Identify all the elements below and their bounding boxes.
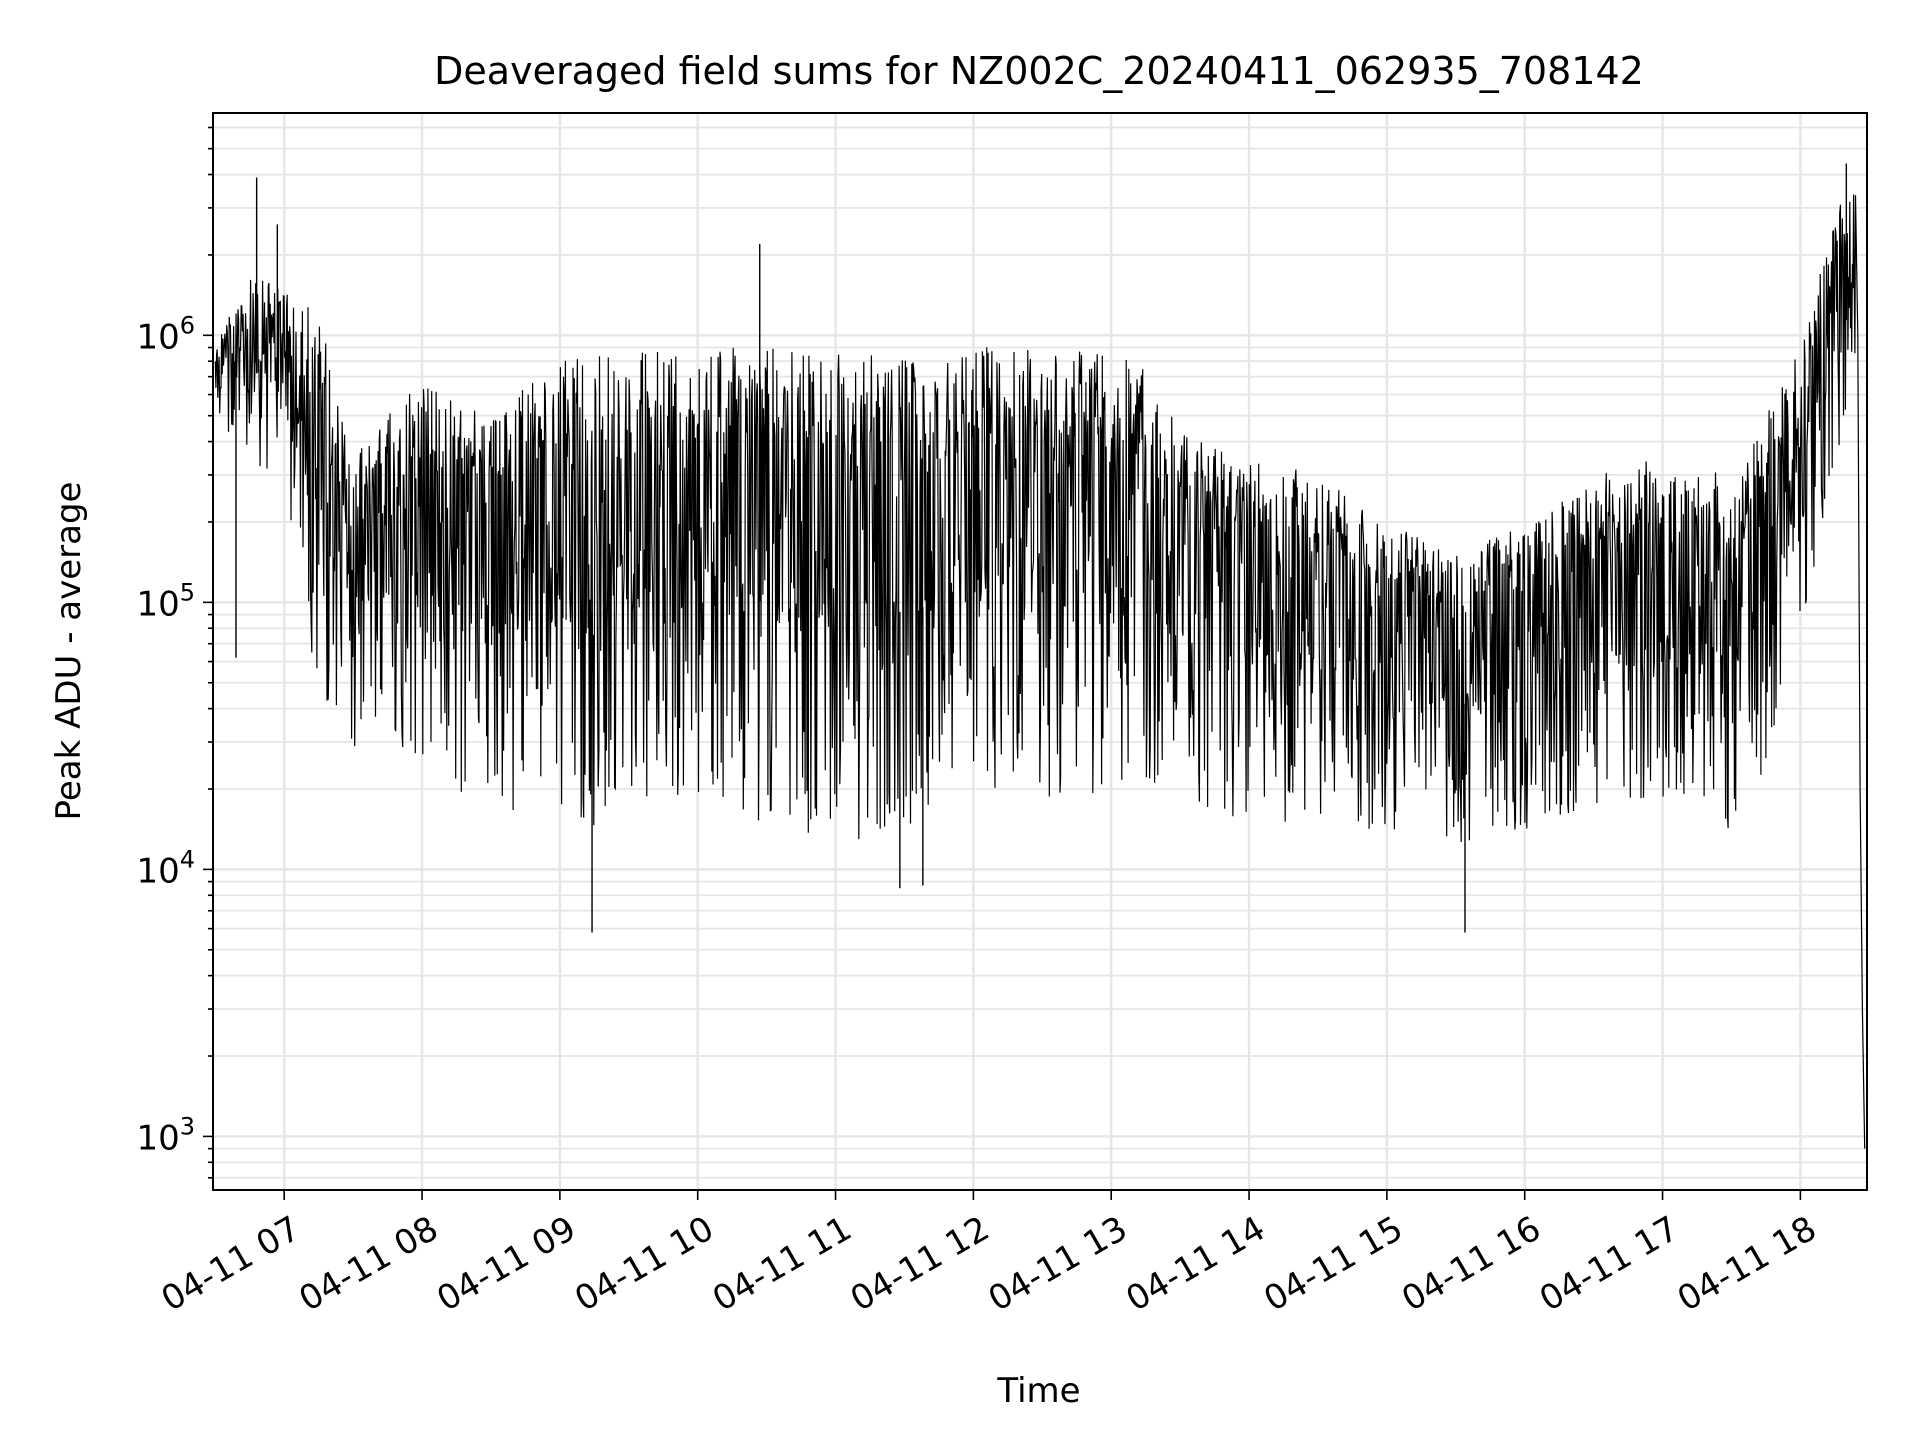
plot-area-frame (212, 112, 1868, 1191)
y-tick-base: 10 (136, 851, 179, 891)
x-tick-label: 04-11 16 (1395, 1209, 1547, 1320)
x-tick-label: 04-11 15 (1257, 1209, 1409, 1320)
y-axis-label: Peak ADU - average (49, 482, 89, 821)
x-tick-label: 04-11 08 (293, 1209, 445, 1320)
x-tick-label: 04-11 09 (430, 1209, 582, 1320)
x-tick-label: 04-11 11 (706, 1209, 858, 1320)
y-tick-label: 106 (136, 311, 195, 357)
y-tick-label: 104 (136, 845, 195, 891)
x-tick-label: 04-11 13 (982, 1209, 1134, 1320)
grid-layer (213, 113, 1867, 1190)
y-tick-exponent: 5 (180, 578, 195, 606)
y-tick-exponent: 3 (180, 1112, 195, 1140)
y-tick-base: 10 (136, 317, 179, 357)
x-tick-label: 04-11 18 (1671, 1209, 1823, 1320)
x-tick-label: 04-11 14 (1120, 1209, 1272, 1320)
y-tick-exponent: 4 (180, 845, 195, 873)
x-tick-label: 04-11 17 (1533, 1209, 1685, 1320)
x-tick-label: 04-11 10 (568, 1209, 720, 1320)
x-tick-label: 04-11 07 (155, 1209, 307, 1320)
x-axis-label: Time (996, 1371, 1080, 1411)
y-tick-base: 10 (136, 1118, 179, 1158)
plot-layer (214, 163, 1866, 1149)
y-tick-label: 105 (136, 578, 195, 624)
chart-title: Deaveraged field sums for NZ002C_2024041… (434, 49, 1644, 93)
y-tick-label: 103 (136, 1112, 195, 1158)
y-tick-base: 10 (136, 584, 179, 624)
y-tick-exponent: 6 (180, 311, 195, 339)
data-series-line (214, 194, 1866, 1149)
x-tick-label: 04-11 12 (844, 1209, 996, 1320)
